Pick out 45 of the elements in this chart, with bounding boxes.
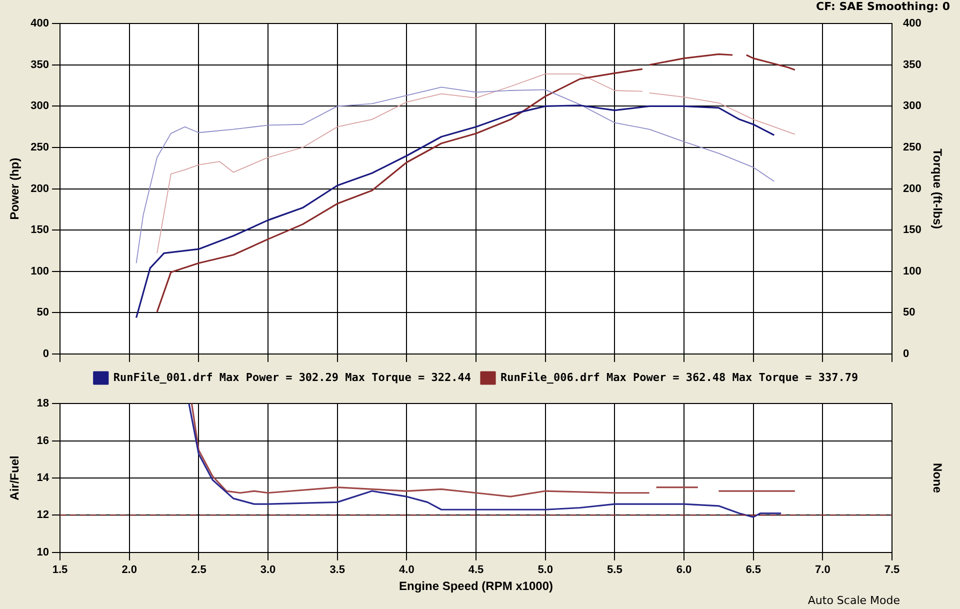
- y-tick-label: 350: [30, 58, 49, 71]
- text: Auto Scale Mode: [806, 594, 901, 608]
- legend-label: RunFile_006.drf Max Power = 362.48 Max Torque = 337.79: [500, 370, 858, 384]
- x-axis-title: Engine Speed (RPM x1000): [398, 579, 554, 594]
- y2-tick-label: 400: [903, 18, 922, 30]
- legend-label: RunFile_001.drf Max Power = 302.29 Max Torque = 322.44: [113, 370, 472, 384]
- y-axis-title: Power (hp): [8, 158, 22, 220]
- y-tick-label: 400: [30, 18, 49, 30]
- y2-tick-label: 350: [903, 58, 922, 71]
- x-tick-label: 2.5: [191, 564, 206, 576]
- x-tick-label: 3.5: [330, 564, 345, 576]
- y-tick-label: 14: [36, 472, 50, 484]
- x-tick-label: 1.5: [52, 564, 68, 576]
- x-tick-label: 3.0: [260, 564, 276, 576]
- x-tick-label: 4.5: [468, 564, 484, 576]
- y-tick-label: 50: [36, 306, 49, 319]
- x-tick-label: 6.0: [676, 564, 692, 576]
- y-tick-label: 16: [36, 434, 49, 447]
- y2-axis-title: Torque (ft-lbs): [930, 148, 944, 230]
- y2-tick-label: 200: [903, 182, 922, 195]
- x-tick-label: 4.0: [399, 564, 414, 576]
- y-tick-label: 18: [36, 398, 49, 410]
- x-tick-label: 5.0: [538, 564, 553, 576]
- y2-tick-label: 0: [903, 348, 910, 360]
- x-tick-label: 7.0: [815, 564, 830, 576]
- y-tick-label: 10: [36, 546, 49, 558]
- x-tick-label: 5.5: [607, 564, 622, 576]
- y2-tick-label: 100: [903, 265, 922, 278]
- y-tick-label: 150: [30, 224, 49, 236]
- text: CF: SAE Smoothing: 0: [815, 0, 951, 14]
- y2-tick-label: 250: [903, 142, 922, 154]
- x-tick-label: 6.5: [746, 564, 761, 576]
- x-tick-label: 7.5: [884, 564, 900, 576]
- y-tick-label: 12: [36, 509, 49, 522]
- y-tick-label: 0: [42, 348, 49, 360]
- y2-tick-label: 50: [903, 306, 916, 319]
- y2-tick-label: 300: [903, 100, 922, 112]
- y2-axis-title: None: [930, 463, 944, 494]
- y-tick-label: 250: [30, 142, 49, 154]
- y2-tick-label: 150: [903, 224, 922, 236]
- y-axis-title: Air/Fuel: [8, 456, 22, 500]
- y-tick-label: 300: [30, 100, 49, 112]
- y-tick-label: 100: [30, 265, 49, 278]
- x-tick-label: 2.0: [122, 564, 137, 576]
- y-tick-label: 200: [30, 182, 49, 195]
